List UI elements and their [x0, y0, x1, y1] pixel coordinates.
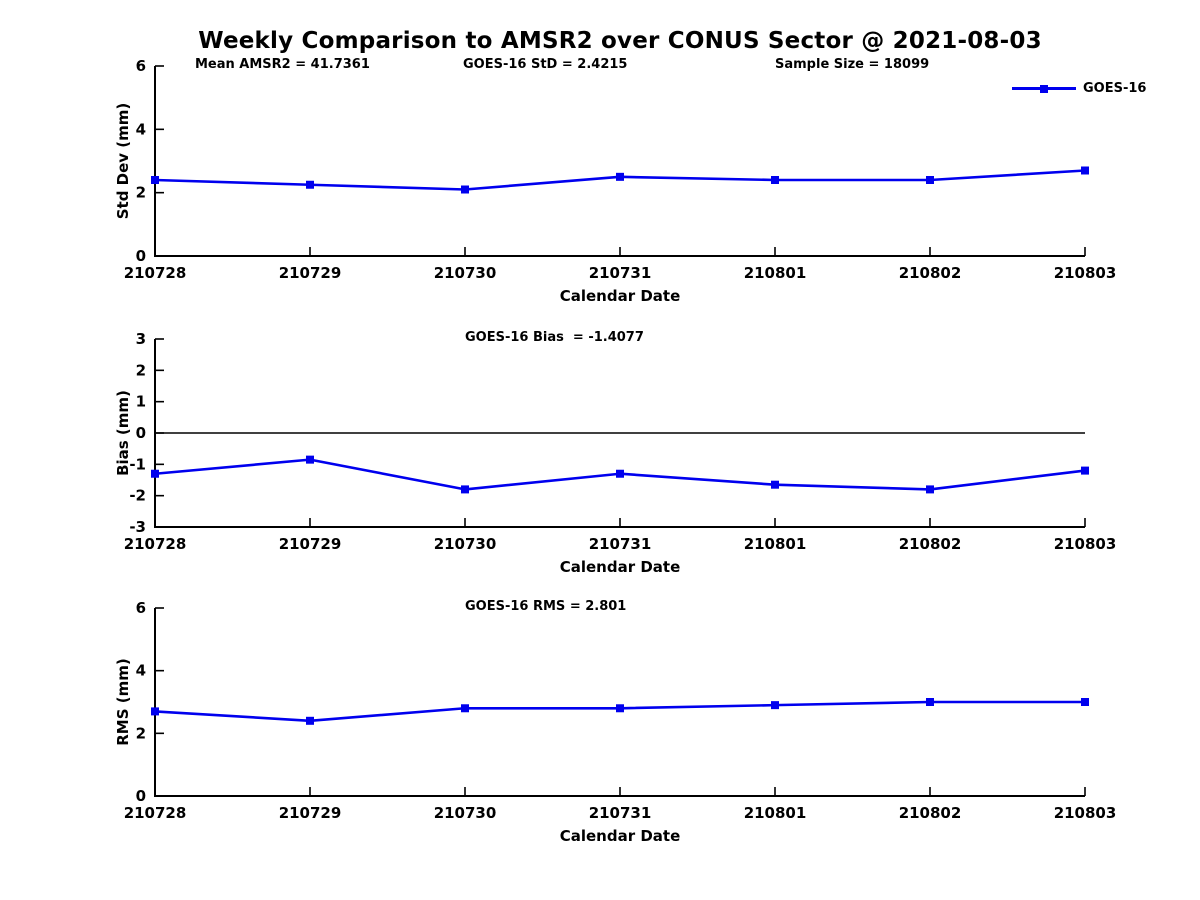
annotation-goes16-bias: GOES-16 Bias = -1.4077: [465, 330, 644, 345]
y-tick-label: 1: [136, 393, 146, 411]
data-marker: [306, 716, 314, 725]
data-marker: [151, 707, 159, 716]
data-marker: [151, 176, 159, 184]
x-tick-label: 210801: [744, 535, 807, 553]
x-tick-label: 210729: [279, 264, 342, 282]
x-tick-label: 210729: [279, 804, 342, 822]
x-tick-label: 210803: [1054, 535, 1117, 553]
y-tick-label: 0: [136, 424, 146, 442]
legend-line-sample: [1012, 84, 1076, 93]
x-tick-label: 210801: [744, 804, 807, 822]
y-tick-label: 4: [136, 120, 146, 138]
y-tick-label: 4: [136, 662, 146, 680]
x-tick-label: 210731: [589, 804, 652, 822]
x-tick-label: 210728: [124, 535, 187, 553]
x-axis-label-rms: Calendar Date: [559, 827, 681, 845]
y-tick-label: -1: [129, 455, 146, 473]
y-tick-label: -3: [129, 518, 146, 536]
data-marker: [771, 480, 779, 489]
y-tick-label: 3: [136, 330, 146, 348]
data-marker: [616, 469, 624, 478]
x-tick-label: 210729: [279, 535, 342, 553]
legend-label: GOES-16: [1083, 81, 1147, 96]
data-marker: [306, 455, 314, 464]
x-tick-label: 210730: [434, 804, 497, 822]
x-tick-label: 210731: [589, 264, 652, 282]
axis-frame: [154, 66, 1085, 257]
data-marker: [926, 176, 934, 184]
data-marker: [151, 469, 159, 478]
x-axis-label-stddev: Calendar Date: [559, 287, 681, 305]
legend: GOES-16: [1012, 81, 1146, 96]
data-marker: [306, 180, 314, 189]
x-tick-label: 210803: [1054, 264, 1117, 282]
data-marker: [616, 704, 624, 713]
data-marker: [926, 698, 934, 706]
y-tick-label: -2: [129, 487, 146, 505]
x-tick-label: 210730: [434, 264, 497, 282]
data-marker: [771, 701, 779, 710]
x-tick-label: 210802: [899, 264, 962, 282]
x-tick-label: 210728: [124, 264, 187, 282]
x-axis-label-bias: Calendar Date: [559, 558, 681, 576]
data-marker: [461, 185, 469, 194]
annotation-goes16-std: GOES-16 StD = 2.4215: [463, 57, 628, 72]
data-marker: [1081, 466, 1089, 475]
x-tick-label: 210802: [899, 535, 962, 553]
subplot-std-dev-subplot: 0 2 4 6 210728 210729 210730 210731 210801 210802…: [124, 57, 1117, 282]
data-marker: [461, 704, 469, 713]
x-tick-label: 210802: [899, 804, 962, 822]
legend-marker-square-icon: [1040, 84, 1048, 93]
subplot-rms-subplot: 0 2 4 6 210728 210729 210730 210731 210801 210802…: [124, 599, 1117, 822]
x-tick-label: 210803: [1054, 804, 1117, 822]
y-tick-label: 0: [136, 247, 146, 265]
y-tick-label: 6: [136, 599, 146, 617]
data-marker: [1081, 698, 1089, 706]
y-tick-label: 2: [136, 361, 146, 379]
y-tick-label: 0: [136, 787, 146, 805]
data-marker: [1081, 166, 1089, 175]
annotation-goes16-rms: GOES-16 RMS = 2.801: [465, 599, 627, 614]
data-marker: [461, 485, 469, 494]
annotation-mean-amsr2: Mean AMSR2 = 41.7361: [195, 57, 370, 72]
x-tick-label: 210731: [589, 535, 652, 553]
x-tick-label: 210728: [124, 804, 187, 822]
y-tick-label: 6: [136, 57, 146, 75]
annotation-sample-size: Sample Size = 18099: [775, 57, 930, 72]
data-marker: [771, 176, 779, 184]
y-tick-label: 2: [136, 184, 146, 202]
x-tick-label: 210801: [744, 264, 807, 282]
figure-title: Weekly Comparison to AMSR2 over CONUS Se…: [198, 28, 1042, 54]
y-tick-label: 2: [136, 724, 146, 742]
x-tick-label: 210730: [434, 535, 497, 553]
data-marker: [616, 172, 624, 181]
data-marker: [926, 485, 934, 494]
